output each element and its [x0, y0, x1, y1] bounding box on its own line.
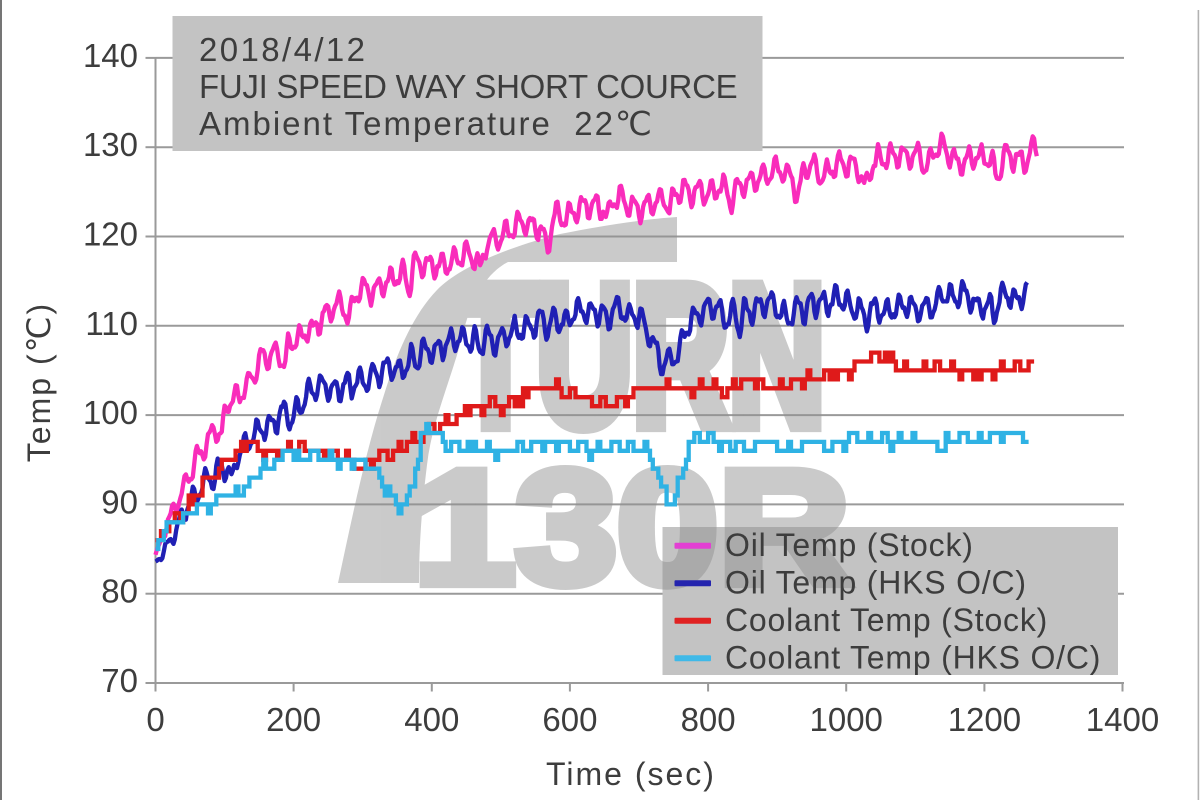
- svg-text:100: 100: [83, 394, 138, 431]
- svg-text:TURN: TURN: [455, 245, 825, 466]
- svg-text:140: 140: [83, 37, 138, 74]
- svg-text:Temp (℃): Temp (℃): [21, 302, 57, 462]
- svg-text:200: 200: [266, 701, 321, 738]
- svg-text:800: 800: [681, 701, 736, 738]
- svg-text:0: 0: [146, 701, 164, 738]
- svg-text:1200: 1200: [948, 701, 1021, 738]
- svg-text:Coolant Temp (HKS O/C): Coolant Temp (HKS O/C): [725, 640, 1101, 676]
- svg-text:Ambient Temperature 22℃: Ambient Temperature 22℃: [199, 105, 654, 142]
- svg-text:600: 600: [542, 701, 597, 738]
- svg-text:1000: 1000: [809, 701, 882, 738]
- svg-text:70: 70: [101, 662, 138, 699]
- svg-text:110: 110: [85, 305, 138, 342]
- svg-text:400: 400: [404, 701, 459, 738]
- svg-text:120: 120: [83, 216, 138, 253]
- svg-text:Coolant Temp (Stock): Coolant Temp (Stock): [725, 602, 1048, 638]
- svg-text:Time (sec): Time (sec): [546, 756, 716, 792]
- svg-text:130R: 130R: [414, 438, 850, 618]
- svg-text:1400: 1400: [1086, 701, 1159, 738]
- svg-text:80: 80: [101, 573, 138, 610]
- svg-text:Oil Temp (Stock): Oil Temp (Stock): [725, 527, 974, 563]
- svg-text:2018/4/12: 2018/4/12: [199, 31, 367, 68]
- svg-text:FUJI SPEED WAY SHORT COURCE: FUJI SPEED WAY SHORT COURCE: [199, 68, 737, 105]
- svg-text:90: 90: [101, 483, 138, 520]
- svg-text:Oil Temp (HKS O/C): Oil Temp (HKS O/C): [725, 565, 1027, 601]
- svg-text:130: 130: [83, 126, 138, 163]
